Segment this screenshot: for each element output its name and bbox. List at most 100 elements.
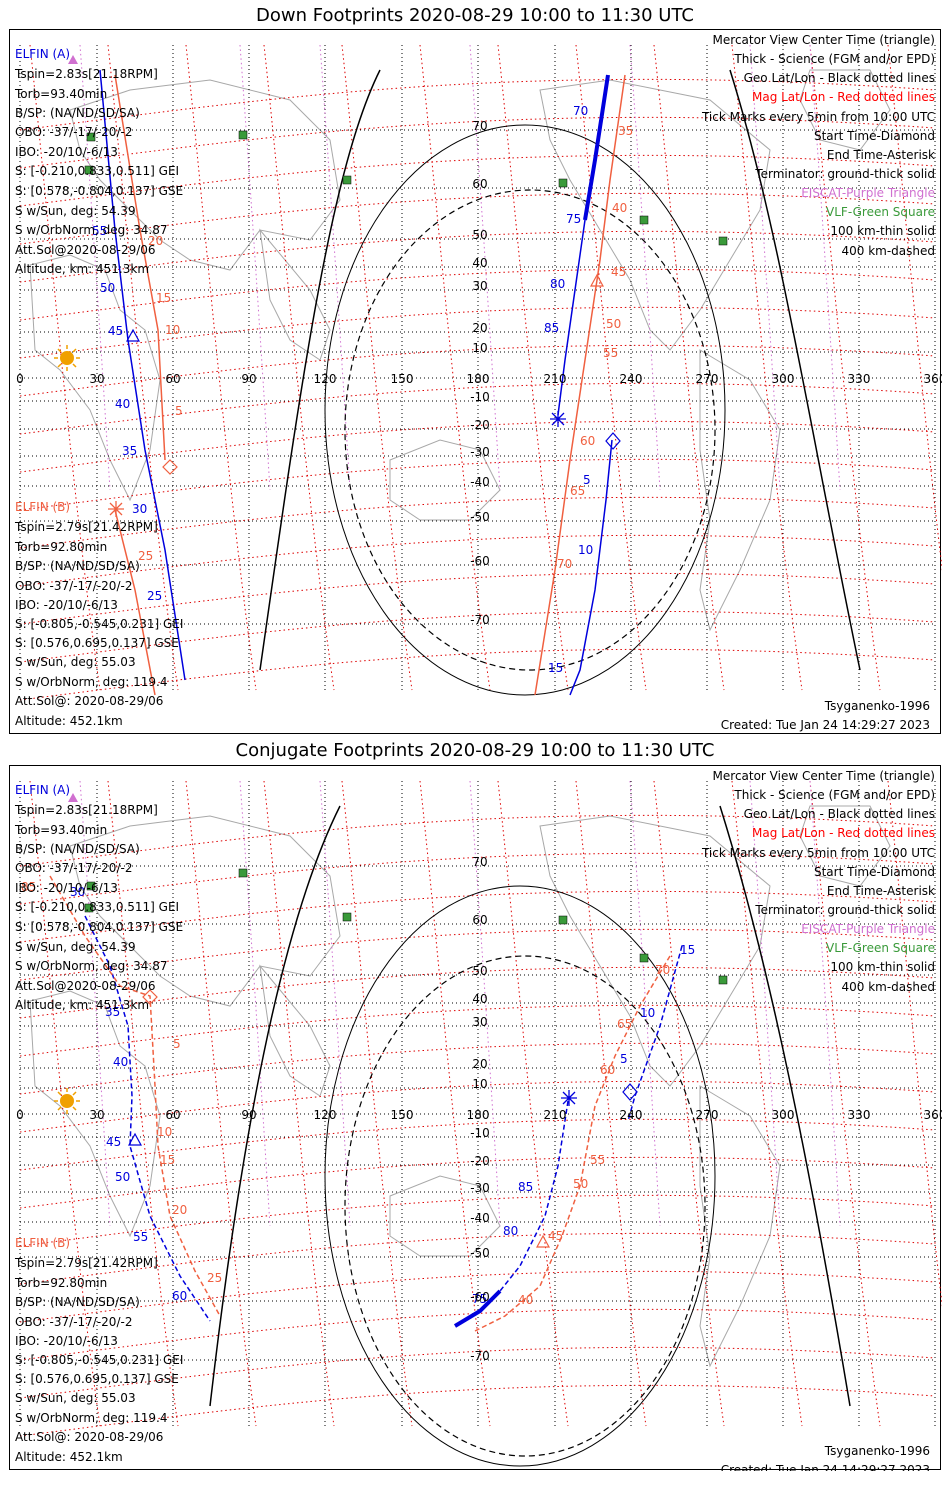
elfin-b-info-line: Altitude: 452.1km xyxy=(15,714,123,728)
vlf-square xyxy=(238,130,248,140)
tick-label-a: 15 xyxy=(548,661,563,675)
mag-parallel xyxy=(19,1004,936,1057)
land-australia xyxy=(389,1175,501,1257)
mag-meridian xyxy=(575,780,647,1427)
tick-label-b: 25 xyxy=(207,1271,222,1285)
tick-label-b: 10 xyxy=(157,1125,172,1139)
mag-parallel xyxy=(19,458,936,511)
map-svg-down: 55 50 45 40 35 30 25 70 75 80 85 5 10 15 25 20 15 10 5 35 4… xyxy=(14,33,942,732)
track-b-east xyxy=(474,955,671,1332)
elfin-b-info-line: Tspin=2.79s[21.42RPM] xyxy=(14,520,158,534)
tick-label-a: 25 xyxy=(147,589,162,603)
tick-label-b: 40 xyxy=(518,1293,533,1307)
lon-tick-label: 330 xyxy=(848,1108,871,1122)
elfin-a-info-line: Att.Sol@2020-08-29/06 xyxy=(15,979,156,993)
legend-item: Thick - Science (FGM and/or EPD) xyxy=(733,788,935,802)
mag-parallel xyxy=(19,1232,936,1285)
lon-tick-label: 180 xyxy=(467,1108,490,1122)
tick-label-b: 20 xyxy=(172,1203,187,1217)
mag-meridian xyxy=(809,780,881,1427)
terminator-100km xyxy=(324,124,726,696)
mag-parallel xyxy=(19,78,936,131)
land-asia-east xyxy=(259,964,331,1097)
tick-label-a: 60 xyxy=(172,1289,187,1303)
mag-parallel xyxy=(19,382,936,435)
lat-tick-label: 50 xyxy=(472,964,487,978)
terminator-ground-thick-east xyxy=(719,805,851,1407)
tick-label-b: 15 xyxy=(156,291,171,305)
legend-item: EISCAT-Purple Triangle xyxy=(801,922,935,936)
elfin-b-info-line: OBO: -37/-17/-20/-2 xyxy=(15,1315,132,1329)
elfin-a-info-line: IBO: -20/10/-6/13 xyxy=(15,145,118,159)
lat-tick-label: -30 xyxy=(470,445,490,459)
lat-tick-label: -40 xyxy=(470,1211,490,1225)
mag-parallel xyxy=(19,420,936,473)
lon-tick-label: 60 xyxy=(165,372,180,386)
sun-icon xyxy=(54,1088,80,1114)
start-diamond-b xyxy=(162,459,178,475)
elfin-b-info-line: B/SP: (NA/ND/SD/SA) xyxy=(15,1295,140,1309)
mag-grid xyxy=(19,780,942,1437)
geo-grid xyxy=(19,781,936,1426)
mag-meridian xyxy=(887,44,942,572)
lat-tick-label: 20 xyxy=(472,321,487,335)
legend: Mercator View Center Time (triangle) Thic… xyxy=(701,33,935,258)
legend-item: Thick - Science (FGM and/or EPD) xyxy=(733,52,935,66)
mag-parallel xyxy=(19,610,936,663)
elfin-a-info-line: Tspin=2.83s[21.18RPM] xyxy=(14,67,158,81)
tick-label-b: 50 xyxy=(606,317,621,331)
terminator xyxy=(209,805,851,1467)
lon-tick-label: 210 xyxy=(544,1108,567,1122)
elfin-a-info-line: Altitude, km: 451.3km xyxy=(15,998,149,1012)
tick-label-b: 55 xyxy=(603,346,618,360)
legend-item: EISCAT-Purple Triangle xyxy=(801,186,935,200)
mag-meridian xyxy=(809,44,881,691)
tick-label-a: 80 xyxy=(550,277,565,291)
tick-label-a: 70 xyxy=(573,104,588,118)
lon-tick-label: 120 xyxy=(314,1108,337,1122)
tick-label-b: 85 xyxy=(21,880,36,894)
tick-label-b: 65 xyxy=(617,1017,632,1031)
lon-tick-label: 180 xyxy=(467,372,490,386)
mag-parallel xyxy=(19,814,936,867)
mag-parallel xyxy=(19,1384,936,1437)
tick-label-a: 15 xyxy=(680,943,695,957)
end-asterisk-b xyxy=(108,501,124,517)
mag-parallel xyxy=(19,890,936,943)
elfin-a-info-line: S w/OrbNorm, deg: 34.87 xyxy=(15,959,167,973)
elfin-b-info-line: Torb=92.80min xyxy=(14,540,107,554)
lat-tick-label: 10 xyxy=(472,341,487,355)
vlf-square xyxy=(558,915,568,925)
elfin-b-info-line: S: [0.576,0.695,0.137] GSE xyxy=(15,1372,179,1386)
elfin-a-info: ELFIN (A) Tspin=2.83s[21.18RPM] Torb=93.40… xyxy=(14,783,183,1012)
mag-parallel xyxy=(19,230,936,283)
tick-label-b: 60 xyxy=(580,434,595,448)
mag-parallel xyxy=(19,1118,936,1171)
geo-grid xyxy=(19,45,936,690)
track-elfin-b xyxy=(108,74,626,696)
center-triangle-a xyxy=(125,328,141,342)
elfin-a-info: ELFIN (A) Tspin=2.83s[21.18RPM] Torb=93.40… xyxy=(14,47,183,276)
panel-title-conj: Conjugate Footprints 2020-08-29 10:00 to… xyxy=(235,740,715,761)
mag-meridian xyxy=(653,780,725,1427)
model-label: Tsyganenko-1996 xyxy=(824,1444,930,1458)
lon-tick-label: 150 xyxy=(391,372,414,386)
tick-label-a: 40 xyxy=(113,1055,128,1069)
track-elfin-b xyxy=(49,875,671,1332)
vlf-stations xyxy=(84,130,728,246)
lat-tick-label: -20 xyxy=(470,1154,490,1168)
lat-tick-label: 30 xyxy=(472,1015,487,1029)
mag-meridian xyxy=(575,44,647,691)
lat-tick-label: -70 xyxy=(470,613,490,627)
mag-parallel xyxy=(19,648,936,701)
mag-parallel xyxy=(19,268,936,321)
mag-meridian xyxy=(887,780,942,1308)
lat-tick-label: 60 xyxy=(472,913,487,927)
mag-meridian xyxy=(29,44,101,691)
lon-tick-label: 300 xyxy=(772,372,795,386)
mag-meridian xyxy=(107,780,179,1427)
elfin-b-info: ELFIN (B) Tspin=2.79s[21.42RPM] Torb=92.80… xyxy=(14,500,183,728)
vlf-square xyxy=(342,912,352,922)
